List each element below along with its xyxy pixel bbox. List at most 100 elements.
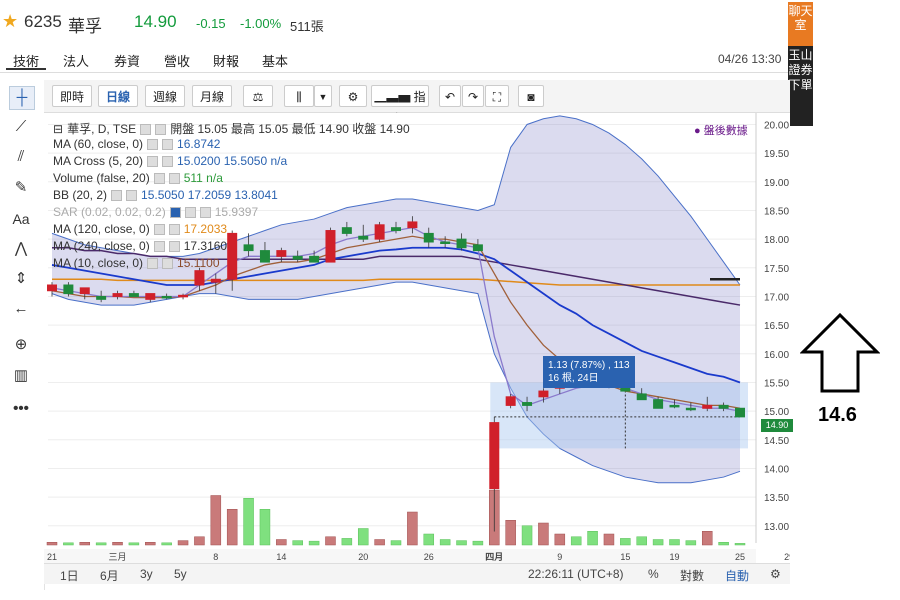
- chatroom-button[interactable]: 聊天室: [788, 2, 813, 46]
- sar-legend[interactable]: SAR (0.02, 0.02, 0.2) 15.9397: [53, 205, 259, 219]
- volume-bar: [325, 536, 336, 546]
- volume-bar: [669, 539, 680, 546]
- volume-bar: [620, 538, 631, 546]
- range-1d[interactable]: 1日: [60, 569, 79, 583]
- candle-body: [194, 270, 205, 286]
- candle-body: [112, 293, 123, 297]
- volume-bar: [161, 542, 172, 546]
- date-tick-label: 14: [276, 552, 286, 562]
- candle-body: [96, 295, 107, 300]
- more-icon[interactable]: •••: [13, 400, 29, 417]
- zoom-icon[interactable]: ⊕: [14, 336, 28, 353]
- text-icon[interactable]: Aa: [12, 211, 30, 227]
- volume-bar: [603, 533, 615, 546]
- undo-icon[interactable]: ↶: [439, 85, 461, 107]
- current-price-tag: 14.90: [761, 419, 793, 432]
- tab-financials[interactable]: 財報: [213, 54, 240, 69]
- candle-body: [292, 255, 303, 260]
- annotation-label: 14.6: [818, 404, 857, 426]
- compare-icon[interactable]: ⚖: [243, 85, 273, 107]
- volume-bar: [145, 542, 156, 546]
- date-tick-label: 15: [620, 552, 630, 562]
- collapse-icon[interactable]: ⊟: [53, 122, 64, 136]
- ma240-legend[interactable]: MA (240, close, 0) 17.3160: [53, 239, 228, 253]
- candle-body: [227, 232, 238, 280]
- ma60-legend[interactable]: MA (60, close, 0) 16.8742: [53, 137, 221, 151]
- monthly-button[interactable]: 月線: [192, 85, 232, 107]
- price-chart[interactable]: 20.00 19.50 19.00 18.50 18.00 17.50 17.00 16.50…: [44, 113, 790, 563]
- volume-legend[interactable]: Volume (false, 20) 511 n/a: [53, 171, 223, 185]
- ma10-legend[interactable]: MA (10, close, 0) 15.1100: [53, 256, 220, 270]
- candle-body: [653, 399, 664, 409]
- gear-icon[interactable]: ⚙: [770, 567, 781, 581]
- range-6m[interactable]: 6月: [100, 569, 119, 583]
- indicators-button[interactable]: ▁▃▅ 指標: [371, 85, 429, 126]
- date-tick-label: 三月: [109, 552, 127, 562]
- star-icon[interactable]: ★: [2, 11, 19, 31]
- bb-legend[interactable]: BB (20, 2) 15.5050 17.2059 13.8041: [53, 188, 278, 202]
- camera-icon[interactable]: ◙: [518, 85, 544, 107]
- range-3y[interactable]: 3y: [140, 567, 153, 581]
- tab-margin[interactable]: 券資: [114, 54, 141, 69]
- volume-bar: [341, 538, 353, 546]
- broker-order-button[interactable]: 玉山證券下單: [788, 46, 813, 126]
- ma120-legend[interactable]: MA (120, close, 0) 17.2033: [53, 222, 228, 236]
- ma240-line: [52, 246, 741, 306]
- volume-bar: [95, 542, 107, 546]
- pattern-icon[interactable]: ⋀: [14, 240, 28, 257]
- tab-institutional[interactable]: 法人: [63, 54, 90, 69]
- redo-icon[interactable]: ↷: [462, 85, 484, 107]
- brush-icon[interactable]: ✎: [14, 179, 28, 196]
- tooltip-line1: 1.13 (7.87%) , 113: [548, 360, 630, 371]
- auto-toggle[interactable]: 自動: [725, 569, 750, 583]
- candle-body: [309, 255, 320, 263]
- price-tick-label: 19.00: [764, 178, 789, 189]
- intraday-button[interactable]: 即時: [52, 85, 92, 107]
- volume-bar: [46, 542, 58, 546]
- candle-body: [472, 244, 483, 252]
- candle-body: [276, 250, 287, 257]
- daily-button[interactable]: 日線: [98, 85, 138, 107]
- log-toggle[interactable]: 對數: [680, 569, 705, 583]
- volume-bar: [374, 539, 385, 546]
- measure-icon[interactable]: ⇕: [14, 270, 28, 287]
- candle-body: [47, 284, 57, 292]
- price-tick-label: 16.50: [764, 321, 789, 332]
- volume-text: 511張: [290, 19, 324, 34]
- fib-icon[interactable]: ⫽: [17, 148, 25, 165]
- volume-bar: [521, 525, 533, 546]
- crosshair-icon[interactable]: ┼: [9, 86, 35, 110]
- macross-legend[interactable]: MA Cross (5, 20) 15.0200 15.5050 n/a: [53, 154, 288, 168]
- drawing-toolbar: ┼ ⟋ ⫽ ✎ Aa ⋀ ⇕ ← ⊕ ▥ •••: [0, 80, 45, 590]
- chart-toolbar: 即時 日線 週線 月線 ⚖ ⫼ ▼ ⚙ ▁▃▅ 指標 ↶ ↷ ⛶ ◙: [44, 80, 790, 126]
- percent-toggle[interactable]: %: [648, 567, 659, 581]
- volume-bar: [210, 495, 222, 546]
- back-arrow-icon[interactable]: ←: [13, 300, 29, 317]
- candle-type-icon[interactable]: ⫼: [284, 85, 314, 107]
- chevron-down-icon[interactable]: ▼: [314, 85, 332, 107]
- candle-body: [374, 224, 385, 240]
- ruler-icon[interactable]: ▥: [13, 367, 29, 384]
- fullscreen-icon[interactable]: ⛶: [485, 85, 509, 107]
- volume-bar: [276, 539, 287, 546]
- trendline-icon[interactable]: ⟋: [15, 118, 27, 135]
- side-banner: 聊天室 玉山證券下單: [788, 2, 813, 126]
- candle-body: [669, 404, 680, 408]
- candle-body: [391, 227, 401, 232]
- date-tick-label: 29: [784, 552, 790, 562]
- gear-icon[interactable]: ⚙: [339, 85, 367, 107]
- candle-body: [341, 227, 352, 234]
- candle-body: [456, 238, 467, 249]
- range-5y[interactable]: 5y: [174, 567, 187, 581]
- volume-bar: [472, 540, 484, 546]
- tab-revenue[interactable]: 營收: [164, 54, 191, 69]
- after-hours-link[interactable]: ● 盤後數據: [694, 125, 748, 137]
- volume-bar: [456, 540, 467, 546]
- volume-bar: [718, 542, 729, 546]
- tab-technical[interactable]: 技術: [13, 54, 40, 69]
- price-tick-label: 13.50: [764, 493, 789, 504]
- volume-bar: [177, 540, 189, 546]
- weekly-button[interactable]: 週線: [145, 85, 185, 107]
- tab-basics[interactable]: 基本: [262, 54, 289, 69]
- candle-body: [79, 287, 90, 295]
